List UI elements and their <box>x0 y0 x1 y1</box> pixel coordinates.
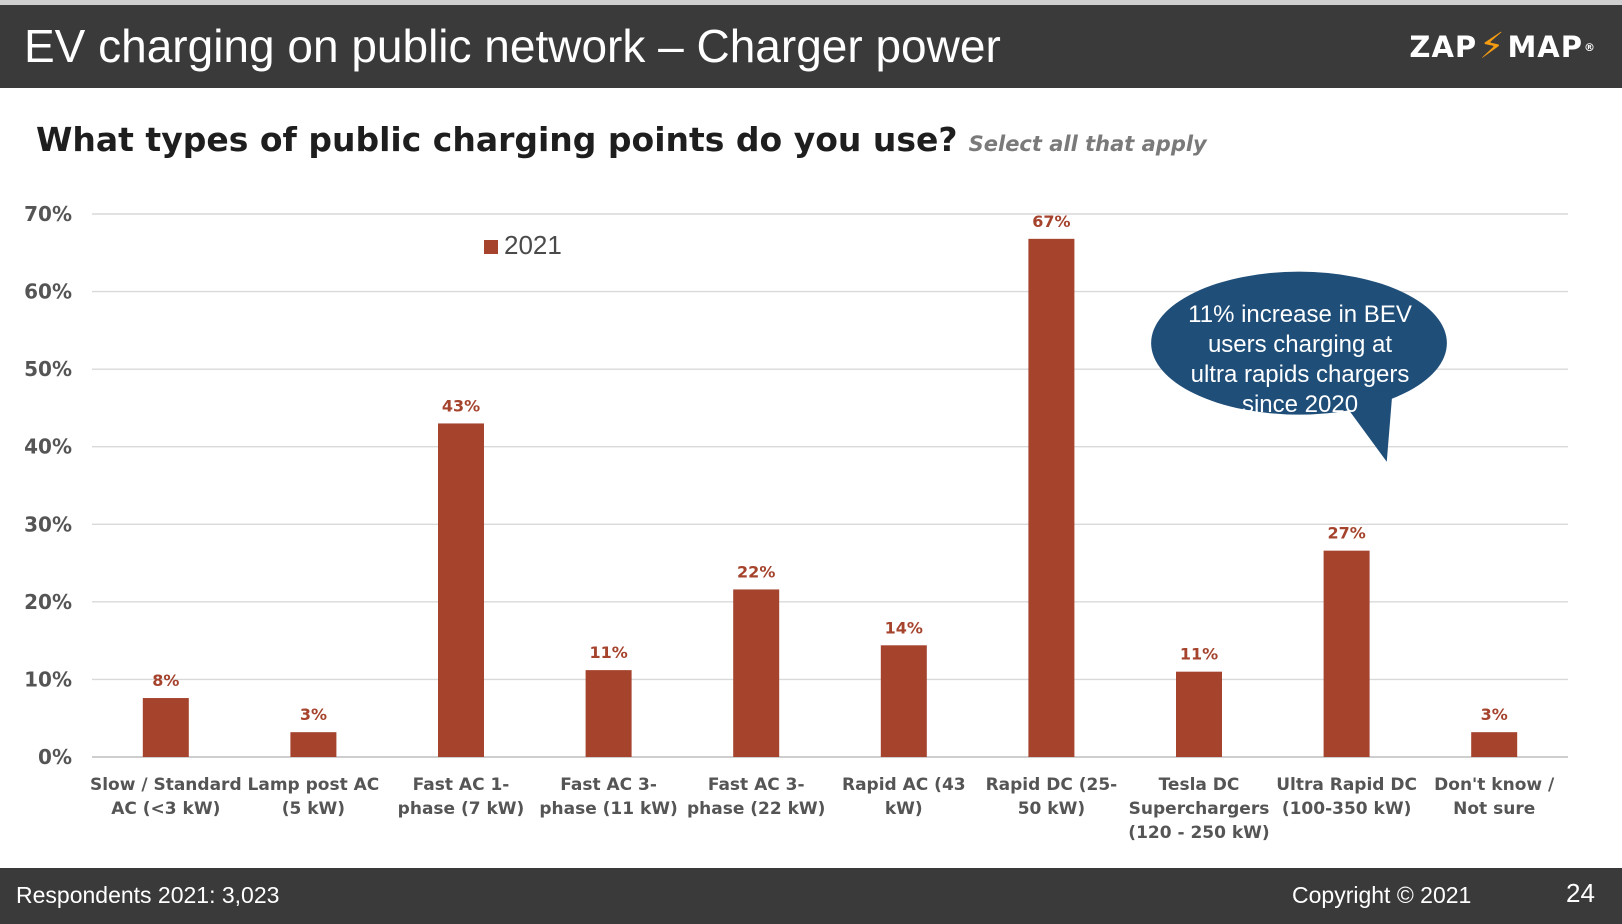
data-label: 8% <box>152 671 179 690</box>
x-tick-label: Tesla DC <box>1159 775 1240 795</box>
bar-chart: 0% 10% 20% 30% 40% 50% 60% 70% 8% Slow / Standard… <box>24 202 1568 843</box>
x-tick-label: Not sure <box>1453 799 1535 819</box>
bar <box>1028 238 1075 757</box>
data-label: 11% <box>1180 645 1218 664</box>
bar <box>585 670 632 757</box>
x-tick-label: Superchargers <box>1129 799 1270 819</box>
x-tick-label: Slow / Standard <box>90 775 242 795</box>
question-subtext: Select all that apply <box>968 132 1207 156</box>
y-tick-label: 10% <box>24 667 72 691</box>
legend-swatch <box>484 240 498 254</box>
x-tick-label: Lamp post AC <box>248 775 380 795</box>
survey-question: What types of public charging points do … <box>36 120 1207 159</box>
bar <box>290 732 337 757</box>
data-label: 3% <box>300 705 327 724</box>
x-tick-label: AC (<3 kW) <box>111 799 220 819</box>
annotation-line: ultra rapids chargers <box>1190 361 1410 388</box>
data-label: 67% <box>1032 212 1070 231</box>
x-tick-label: phase (7 kW) <box>398 799 525 819</box>
annotation-line: since 2020 <box>1241 391 1359 418</box>
y-tick-label: 0% <box>38 745 72 769</box>
question-text: What types of public charging points do … <box>36 120 958 159</box>
respondents-count: Respondents 2021: 3,023 <box>16 882 280 908</box>
y-tick-label: 70% <box>24 202 72 226</box>
x-tick-label: Rapid AC (43 <box>842 775 966 795</box>
logo-text-left: ZAP <box>1409 30 1478 64</box>
x-tick-label: phase (22 kW) <box>687 799 825 819</box>
y-tick-label: 20% <box>24 590 72 614</box>
zapmap-logo: ZAP ⚡ MAP ® <box>1409 29 1596 65</box>
data-label: 27% <box>1327 524 1365 543</box>
x-tick-label: Don't know / <box>1434 775 1555 795</box>
bar <box>733 589 780 757</box>
x-tick-label: Rapid DC (25- <box>986 775 1118 795</box>
x-tick-label: phase (11 kW) <box>539 799 677 819</box>
bar <box>880 645 927 757</box>
x-tick-label: (5 kW) <box>282 799 345 819</box>
footer-bar: Respondents 2021: 3,023 Copyright © 2021… <box>0 868 1622 924</box>
x-tick-label: 50 kW) <box>1018 799 1085 819</box>
x-tick-label: (120 - 250 kW) <box>1128 823 1269 843</box>
legend-label: 2021 <box>504 230 562 260</box>
x-tick-label: Fast AC 1- <box>413 775 510 795</box>
page-number: 24 <box>1566 878 1595 908</box>
y-tick-label: 50% <box>24 357 72 381</box>
data-label: 14% <box>885 618 923 637</box>
registered-mark: ® <box>1584 40 1596 54</box>
header-bar: EV charging on public network – Charger … <box>0 0 1622 88</box>
bar <box>1323 550 1370 757</box>
annotation-line: users charging at <box>1207 331 1393 358</box>
speech-bubble-shape <box>1151 271 1447 462</box>
speech-bubble-annotation: 11% increase in BEV users charging at ul… <box>1140 300 1460 420</box>
bar <box>1176 671 1222 757</box>
data-label: 43% <box>442 396 480 415</box>
bar <box>438 423 484 757</box>
x-tick-label: Fast AC 3- <box>708 775 805 795</box>
annotation-line: 11% increase in BEV <box>1188 301 1412 328</box>
x-tick-label: kW) <box>885 799 923 819</box>
y-tick-label: 40% <box>24 435 72 459</box>
y-tick-label: 30% <box>24 512 72 536</box>
data-label: 3% <box>1481 705 1508 724</box>
logo-text-right: MAP <box>1507 30 1583 64</box>
lightning-bolt-icon: ⚡ <box>1479 26 1506 67</box>
y-tick-label: 60% <box>24 280 72 304</box>
x-tick-label: (100-350 kW) <box>1282 799 1412 819</box>
data-label: 22% <box>737 562 775 581</box>
bar <box>1471 732 1518 757</box>
bar <box>142 698 189 757</box>
page-title: EV charging on public network – Charger … <box>24 20 1001 72</box>
x-tick-label: Fast AC 3- <box>560 775 657 795</box>
x-tick-label: Ultra Rapid DC <box>1276 775 1417 795</box>
copyright-text: Copyright © 2021 <box>1292 882 1472 908</box>
data-label: 11% <box>589 643 627 662</box>
